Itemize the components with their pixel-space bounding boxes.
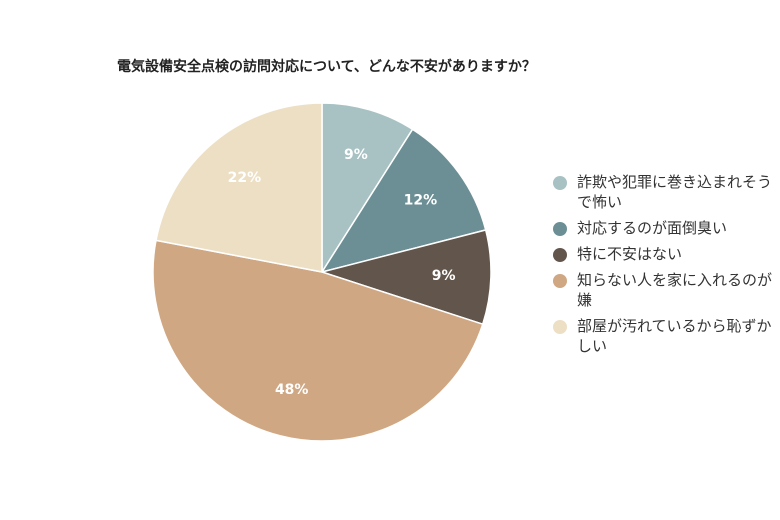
pie-slice-2 [320,128,487,274]
legend-item-2: 対応するのが面倒臭い [553,218,778,238]
slice-value-label-4: 48% [275,382,309,398]
legend-swatch-3 [553,248,567,262]
legend-item-4: 知らない人を家に入れるのが嫌 [553,270,778,310]
legend-item-1: 詐欺や犯罪に巻き込まれそうで怖い [553,172,778,212]
pie-slice-4 [152,239,484,442]
slice-value-label-5: 22% [228,170,262,186]
pie-slice-5 [155,102,323,273]
legend-swatch-4 [553,274,567,288]
legend-label-5: 部屋が汚れているから恥ずかしい [577,317,772,355]
legend-swatch-2 [553,222,567,236]
legend-label-2: 対応するのが面倒臭い [577,219,728,237]
pie-slice-3 [319,229,492,326]
chart-title: 電気設備安全点検の訪問対応について、どんな不安がありますか？ [117,59,536,75]
slice-value-label-1: 9% [344,147,368,163]
legend-label-4: 知らない人を家に入れるのが嫌 [577,271,773,309]
legend-label-3: 特に不安はない [577,245,683,263]
pie-slice-1 [321,102,414,275]
legend: 詐欺や犯罪に巻き込まれそうで怖い対応するのが面倒臭い 特に不安はない知らない人を家… [553,172,778,362]
legend-label-1: 詐欺や犯罪に巻き込まれそうで怖い [577,173,773,211]
legend-swatch-5 [553,320,567,334]
legend-item-5: 部屋が汚れているから恥ずかしい [553,316,778,356]
slice-value-label-2: 12% [404,193,438,209]
slice-value-label-3: 9% [432,268,456,284]
legend-item-3: 特に不安はない [553,244,778,264]
legend-swatch-1 [553,176,567,190]
